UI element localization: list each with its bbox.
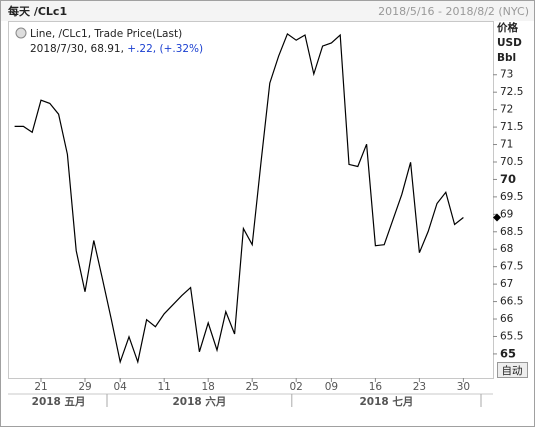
plot-area xyxy=(8,21,494,379)
y-tick-label: 69.5 xyxy=(500,191,523,203)
y-tick-label: 69 xyxy=(500,208,513,220)
y-tick-label: 70 xyxy=(500,172,516,186)
y-tick-label: 68.5 xyxy=(500,226,523,238)
y-tick-label: 70.5 xyxy=(500,156,523,168)
legend-date: 2018/7/30 xyxy=(30,43,84,55)
legend-last: 68.91 xyxy=(91,43,121,55)
price-line xyxy=(14,32,464,365)
y-tick-label: 66.5 xyxy=(500,296,523,308)
y-tick-label: 65 xyxy=(500,346,516,360)
legend-icon[interactable] xyxy=(15,27,27,39)
y-tick-label: 66 xyxy=(500,313,514,325)
y-axis-label: Bbl xyxy=(497,52,516,64)
y-tick-label: 72 xyxy=(500,104,513,116)
header-title: 每天 /CLc1 xyxy=(8,4,67,18)
month-label: 2018 六月 xyxy=(172,395,226,408)
y-tick-label: 72.5 xyxy=(500,86,523,98)
y-tick-label: 71 xyxy=(500,139,513,151)
y-tick-label: 68 xyxy=(500,243,513,255)
x-tick-label: 11 xyxy=(158,381,171,393)
legend-change: +.22 xyxy=(127,43,153,55)
header-bar xyxy=(1,1,534,21)
x-tick-label: 29 xyxy=(78,381,91,393)
y-tick-label: 67 xyxy=(500,278,513,290)
auto-button[interactable] xyxy=(497,362,528,378)
x-tick-label: 09 xyxy=(325,381,338,393)
month-label: 2018 五月 xyxy=(32,396,86,408)
header-range: 2018/5/16 - 2018/8/2 (NYC) xyxy=(378,5,529,18)
legend-name: Line, /CLc1, Trade Price(Last) xyxy=(30,28,182,40)
y-tick-label: 73 xyxy=(500,69,513,81)
x-tick-label: 30 xyxy=(457,381,470,393)
x-tick-label: 25 xyxy=(246,381,259,393)
x-tick-label: 04 xyxy=(114,381,128,393)
month-label: 2018 七月 xyxy=(359,395,413,408)
y-tick-label: 67.5 xyxy=(500,261,523,273)
x-tick-label: 16 xyxy=(369,381,383,393)
x-tick-label: 21 xyxy=(34,381,47,393)
auto-button-label[interactable]: 自动 xyxy=(502,364,523,377)
y-tick-label: 71.5 xyxy=(500,121,523,133)
x-tick-label: 23 xyxy=(413,381,426,393)
last-value-marker xyxy=(493,213,501,222)
x-tick-label: 02 xyxy=(290,381,303,393)
legend-values: 2018/7/30, 68.91, +.22, (+.32%) xyxy=(30,43,203,55)
y-tick-label: 65.5 xyxy=(500,330,523,342)
legend-change-pct: (+.32%) xyxy=(159,43,203,55)
x-tick-label: 18 xyxy=(202,381,215,393)
y-axis-label: 价格 xyxy=(497,21,518,34)
y-axis-label: USD xyxy=(497,37,522,49)
